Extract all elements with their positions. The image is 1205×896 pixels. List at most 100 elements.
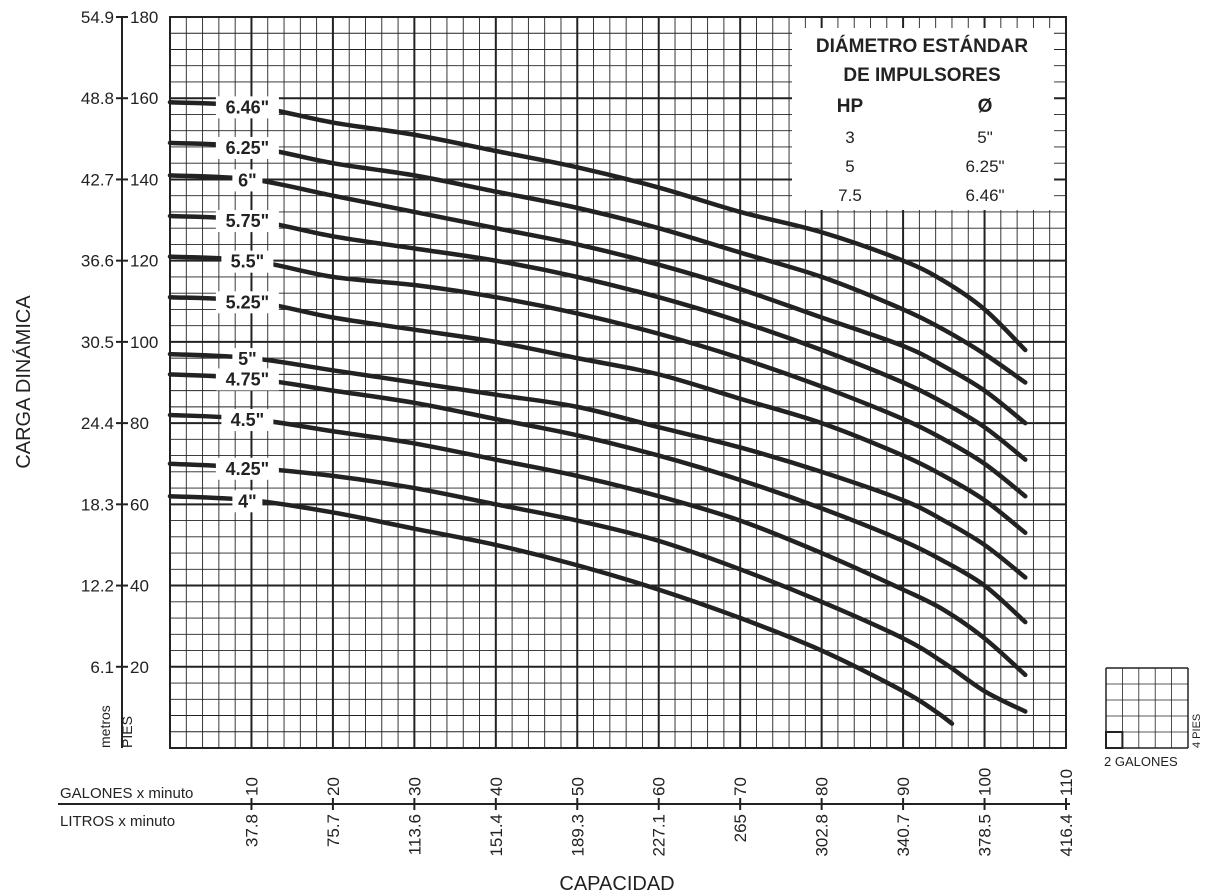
legend-row-hp: 3: [845, 128, 854, 147]
curve-label-bg: [215, 457, 279, 480]
legend-title-line1: DIÁMETRO ESTÁNDAR: [816, 35, 1028, 57]
x-tick-label-galones: 10: [242, 777, 261, 796]
x-tick-label-galones: 40: [487, 777, 506, 796]
y-tick-label-metros: 54.9: [81, 8, 114, 27]
curve-label-bg: [232, 169, 263, 192]
x-tick-label-litros: 227.1: [650, 814, 669, 857]
y-axis-title: CARGA DINÁMICA: [12, 295, 35, 469]
curve-5-25: [167, 294, 1028, 536]
x-tick-label-litros: 265: [731, 814, 750, 842]
curve-label: 5.5": [231, 252, 265, 272]
y-tick-label-metros: 36.6: [81, 252, 114, 271]
curve-6: [167, 173, 1028, 426]
curve-4: [167, 493, 955, 726]
curve-label-bg: [221, 250, 274, 273]
x-tick-label-galones: 90: [894, 777, 913, 796]
curve-label: 5": [238, 349, 257, 369]
x-tick-label-galones: 80: [813, 777, 832, 796]
grid-key-x-label: 2 GALONES: [1104, 754, 1178, 769]
curve-label: 4": [238, 491, 257, 511]
curve-label: 5.25": [226, 292, 270, 312]
y-tick-label-pies: 40: [130, 577, 149, 596]
y-unit-pies: PIES: [119, 716, 135, 748]
x-axis-title: CAPACIDAD: [559, 873, 674, 895]
grid-key-y-label: 4 PIES: [1191, 714, 1203, 748]
curve-5: [167, 351, 1028, 580]
y-tick-label-pies: 100: [130, 333, 158, 352]
curve-6-25: [167, 140, 1028, 385]
x-tick-label-litros: 113.6: [405, 814, 424, 855]
y-tick-label-metros: 42.7: [81, 170, 114, 189]
x-tick-label-litros: 151.4: [487, 814, 506, 857]
curve-5-5: [167, 254, 1028, 499]
y-tick-label-pies: 180: [130, 8, 158, 27]
curve-4-5: [167, 412, 1028, 678]
curve-5-75: [167, 213, 1028, 462]
x-tick-label-litros: 302.8: [813, 814, 832, 857]
y-tick-label-metros: 6.1: [90, 658, 114, 677]
curve-label: 4.75": [226, 369, 270, 389]
legend-row-diam: 5": [977, 128, 993, 147]
legend-row-diam: 6.25": [965, 157, 1004, 176]
x-axis: 10 37.8 20 75.7 30 113.6 40 151.4 50 189.3 60 227.1…: [58, 768, 1076, 857]
y-tick-label-pies: 60: [130, 495, 149, 514]
x-tick-label-galones: 110: [1057, 769, 1076, 796]
curve-labels: 6.46" 6.25" 6" 5.75" 5.5" 5.25" 5"4.75" 4.5" 4.2…: [215, 96, 279, 513]
curve-label-bg: [215, 136, 279, 159]
y-tick-label-pies: 160: [130, 89, 158, 108]
curve-6-46: [167, 100, 1028, 353]
legend-col-hp: HP: [837, 96, 864, 117]
curve-label: 4.5": [231, 410, 265, 430]
x-tick-label-galones: 70: [731, 777, 750, 796]
x-unit-litros: LITROS x minuto: [60, 813, 175, 830]
curve-label-bg: [215, 210, 279, 233]
grid-key-unit-cell: [1105, 731, 1124, 749]
y-tick-label-metros: 12.2: [81, 577, 114, 596]
y-tick-label-pies: 20: [130, 658, 149, 677]
grid-scale-key: [1105, 667, 1189, 749]
x-tick-label-litros: 75.7: [324, 814, 343, 847]
curve-label: 6": [238, 170, 257, 190]
y-tick-label-pies: 80: [130, 414, 149, 433]
x-tick-label-galones: 100: [976, 768, 995, 796]
legend-title-line2: DE IMPULSORES: [843, 65, 1000, 86]
y-tick-label-metros: 30.5: [81, 333, 114, 352]
y-tick-label-metros: 24.4: [81, 414, 114, 433]
curve-label-bg: [215, 291, 279, 314]
impeller-curves: [167, 100, 1028, 726]
x-tick-label-galones: 20: [324, 777, 343, 796]
curve-4-75: [167, 372, 1028, 625]
grid-minor-lines: [170, 17, 1066, 748]
curve-label-bg: [215, 96, 279, 119]
x-tick-label-litros: 416.4: [1057, 814, 1076, 857]
curve-label: 4.25": [226, 459, 270, 479]
legend-row-hp: 5: [845, 157, 854, 176]
x-unit-galones: GALONES x minuto: [60, 785, 193, 802]
curve-label-bg: [215, 368, 279, 391]
y-unit-metros: metros: [97, 705, 113, 748]
x-tick-label-litros: 37.8: [242, 814, 261, 847]
y-tick-label-pies: 120: [130, 252, 158, 271]
curve-label-bg: [221, 409, 274, 432]
curve-label: 5.75": [226, 211, 270, 231]
curve-label: 6.46": [226, 97, 270, 117]
x-tick-label-litros: 189.3: [568, 814, 587, 857]
y-axis: 54.9 180 48.8 160 42.7 140 36.6 120 30.5 100 24.4 8…: [81, 8, 158, 748]
y-tick-label-metros: 48.8: [81, 89, 114, 108]
y-tick-label-pies: 140: [130, 170, 158, 189]
x-tick-label-galones: 50: [568, 777, 587, 796]
curve-label-bg: [232, 490, 263, 513]
x-tick-label-galones: 60: [650, 777, 669, 796]
curve-4-25: [167, 461, 1028, 714]
plot-frame: [169, 16, 1067, 749]
curve-label: 6.25": [226, 138, 270, 158]
legend-col-diam: Ø: [978, 96, 993, 117]
legend-row-diam: 6.46": [965, 186, 1004, 205]
x-tick-label-galones: 30: [405, 777, 424, 796]
x-tick-label-litros: 378.5: [976, 814, 995, 857]
y-tick-label-metros: 18.3: [81, 495, 114, 514]
legend-row-hp: 7.5: [838, 186, 862, 205]
impeller-legend-table: DIÁMETRO ESTÁNDAR DE IMPULSORES HP Ø 3 5…: [792, 28, 1054, 210]
x-tick-label-litros: 340.7: [894, 814, 913, 857]
